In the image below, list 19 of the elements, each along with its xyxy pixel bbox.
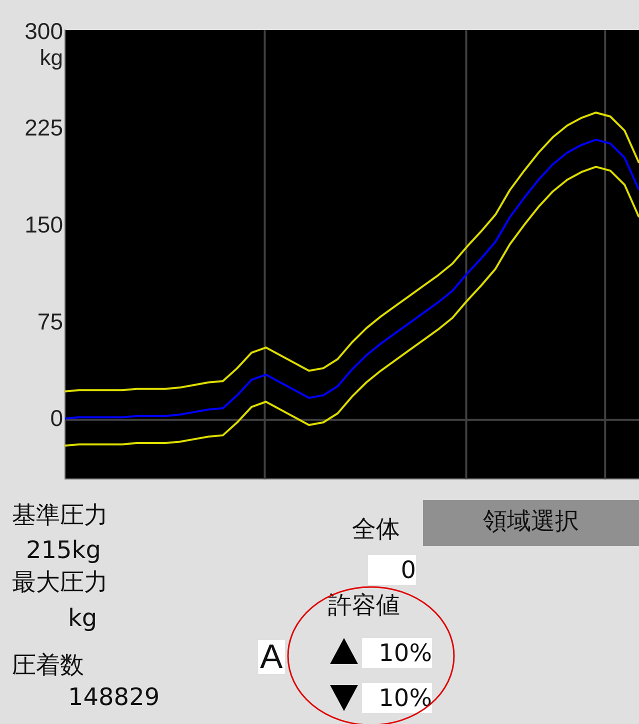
text: 215kg [26,536,101,564]
y-axis-title: kg [40,45,63,70]
y-tick-label: 75 [37,308,63,334]
text: 10% [362,638,432,668]
text: 許容値 [328,591,400,619]
text: 基準圧力 [12,501,108,529]
text: 10% [362,683,432,713]
text: 領域選択 [423,500,639,546]
text: 最大圧力 [12,568,108,596]
y-tick-label: 225 [24,114,63,141]
text: 圧着数 [12,651,84,679]
text: A [258,638,285,676]
y-tick-label: 0 [50,405,63,432]
y-tick-label: 150 [24,212,63,238]
y-tick-label: 300 [24,18,63,44]
text: 0 [368,555,416,585]
text: kg [68,604,98,632]
text: 148829 [68,683,160,711]
text: 全体 [352,515,400,543]
